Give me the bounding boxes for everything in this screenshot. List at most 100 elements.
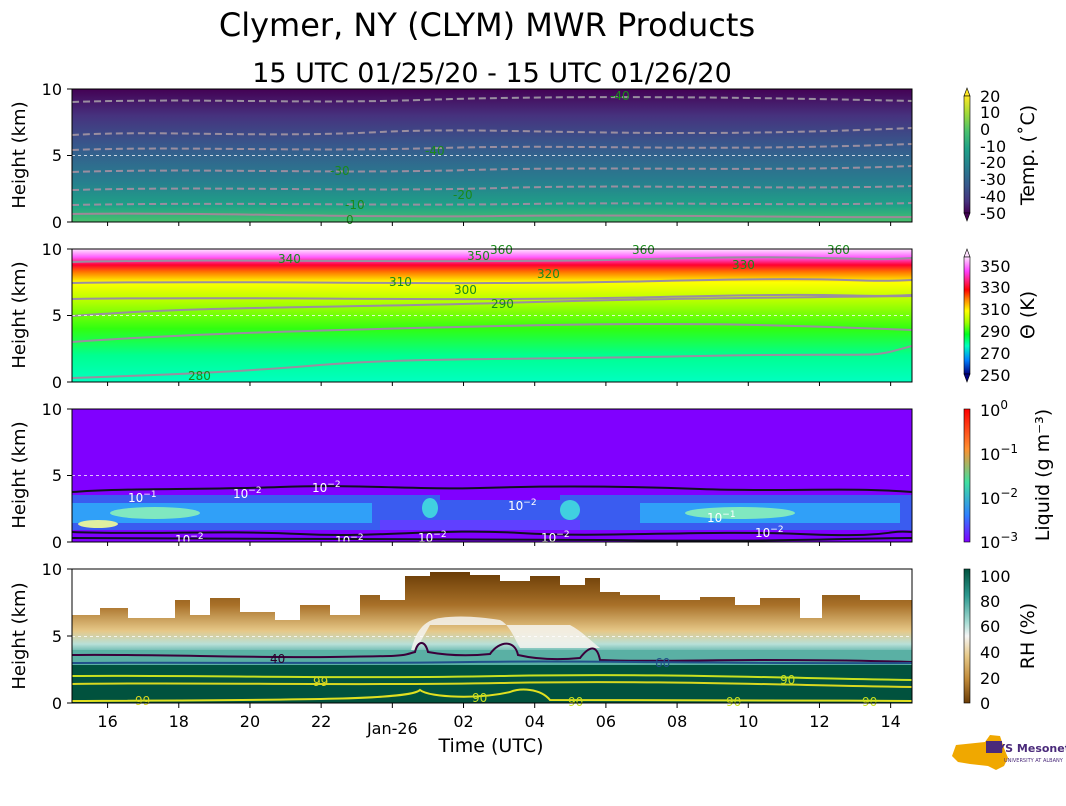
colorbar-rh-tick: 60 (980, 617, 1000, 636)
theta-ylabel: Height (km) (9, 261, 30, 368)
colorbar-temperature-tick: -50 (980, 204, 1006, 223)
temp-contour-line (72, 96, 912, 103)
colorbar-temperature-tick: 20 (980, 87, 1000, 106)
colorbar-theta-tick: 350 (980, 257, 1011, 276)
nys-mesonet-logo: NYS Mesonet UNIVERSITY AT ALBANY (952, 735, 1066, 770)
colorbar-rh-tick: 40 (980, 643, 1000, 662)
colorbar-temperature-tick: 0 (980, 120, 990, 139)
liquid-contour-label: 10−2 (541, 530, 570, 545)
rh-contour-label: 90 (780, 673, 795, 687)
liquid-gap (440, 492, 560, 500)
colorbar-liquid-gradient (963, 408, 971, 543)
temp-zero-contour (72, 212, 912, 219)
liquid-contour-label: 10−2 (175, 532, 204, 547)
rh-contour-60 (72, 660, 912, 665)
rh-contour-label: 60 (655, 656, 670, 670)
colorbar-liquid-label: Liquid (g m⁻³) (1032, 409, 1054, 541)
x-tick-label: 12 (809, 712, 829, 731)
liquid-contour-label: 10−2 (233, 486, 262, 501)
rh-contour-label: 99 (313, 675, 328, 689)
panel-temperature: -40 -40 -30 -20 -10 0 (71, 88, 913, 227)
temp-contour-line (72, 185, 912, 191)
theta-contour-label: 360 (490, 243, 513, 257)
liquid-contour-label: 10−2 (755, 525, 784, 540)
temp-contour-label: 0 (346, 213, 354, 227)
temp-contour-line (72, 165, 912, 173)
colorbar-temperature-tick: -40 (980, 187, 1006, 206)
liquid-contour-label: 10−2 (508, 498, 537, 513)
colorbar-rh-label: RH (%) (1017, 603, 1039, 669)
rh-moist-core (410, 616, 600, 660)
liquid-cloud-core (422, 498, 438, 518)
colorbar-temperature-tick: -10 (980, 137, 1006, 156)
panel-theta: 340 350 360 360 360 330 320 310 300 290 … (71, 243, 913, 383)
colorbar-theta-tick: 250 (980, 366, 1011, 385)
x-tick-label: 10 (738, 712, 758, 731)
rh-contour-label: 40 (270, 652, 285, 666)
colorbar-theta: 350 330 310 290 270 250 Θ (K) (963, 248, 1039, 385)
x-tick-label: 02 (453, 712, 473, 731)
liquid-cloud-core (560, 500, 580, 520)
liquid-ylabel: Height (km) (9, 421, 30, 528)
colorbar-rh-tick: 100 (980, 567, 1011, 586)
rh-contour-99 (72, 681, 912, 688)
theta-contour-label: 360 (827, 243, 850, 257)
liquid-contour-label: 10−2 (312, 480, 341, 495)
rh-contour-label: 90 (568, 695, 583, 709)
x-tick-label: 20 (240, 712, 260, 731)
theta-contour-label: 290 (491, 297, 514, 311)
temperature-ytick-label: 10 (42, 80, 62, 99)
colorbar-temperature-label: Temp. (˚C) (1017, 105, 1039, 206)
liquid-contour-line (72, 530, 912, 537)
colorbar-temperature-tick: -30 (980, 170, 1006, 189)
theta-contour-label: 340 (278, 252, 301, 266)
liquid-ytick-label: 0 (52, 533, 62, 552)
rh-contour-label: 99 (135, 694, 150, 708)
theta-contour-line (72, 278, 912, 285)
x-tick-label: 14 (880, 712, 900, 731)
liquid-contour-line (72, 485, 912, 493)
figure-subtitle: 15 UTC 01/25/20 - 15 UTC 01/26/20 (252, 58, 732, 89)
temp-contour-line (72, 143, 912, 151)
temp-contour-label: -20 (453, 188, 473, 202)
theta-contour-line (72, 293, 912, 301)
x-tick-label: 18 (169, 712, 189, 731)
colorbar-theta-tick: 310 (980, 300, 1011, 319)
x-tick-label: 04 (525, 712, 545, 731)
theta-contour-label: 280 (188, 369, 211, 383)
liquid-cloud-core (685, 507, 795, 519)
theta-contour-line (72, 256, 912, 263)
rh-ylabel: Height (km) (9, 582, 30, 689)
rh-contour-label: 90 (862, 695, 877, 709)
temp-contour-label: -40 (425, 144, 445, 158)
liquid-contour-label: 10−1 (128, 490, 157, 505)
theta-contour-line (72, 295, 912, 317)
colorbar-theta-label: Θ (K) (1017, 291, 1039, 339)
x-tick-label: Jan-26 (366, 719, 418, 738)
colorbar-temperature-gradient (963, 95, 971, 214)
colorbar-theta-tick: 330 (980, 278, 1011, 297)
x-tick-label: 22 (311, 712, 331, 731)
x-tick-label: 08 (667, 712, 687, 731)
liquid-ytick-label: 10 (42, 400, 62, 419)
liquid-ytick-label: 5 (52, 466, 62, 485)
temperature-ytick-label: 5 (52, 146, 62, 165)
temp-contour-label: -10 (345, 198, 365, 212)
x-tick-label: 16 (97, 712, 117, 731)
liquid-cloud-core (78, 520, 118, 528)
panel-rh: 40 60 90 99 99 90 90 90 90 (71, 568, 913, 709)
figure-title: Clymer, NY (CLYM) MWR Products (219, 6, 755, 44)
colorbar-rh-tick: 20 (980, 669, 1000, 688)
temp-contour-line (72, 202, 912, 206)
logo-text: NYS Mesonet (988, 742, 1066, 755)
x-tick-label: 06 (596, 712, 616, 731)
temperature-ylabel: Height (km) (9, 101, 30, 208)
theta-contour-line (72, 322, 912, 343)
colorbar-liquid-tick: 10−2 (980, 486, 1018, 508)
theta-contour-label: 320 (537, 267, 560, 281)
liquid-cloud-core (110, 507, 200, 519)
liquid-gap (380, 520, 580, 530)
rh-contour-99-low (72, 688, 912, 702)
